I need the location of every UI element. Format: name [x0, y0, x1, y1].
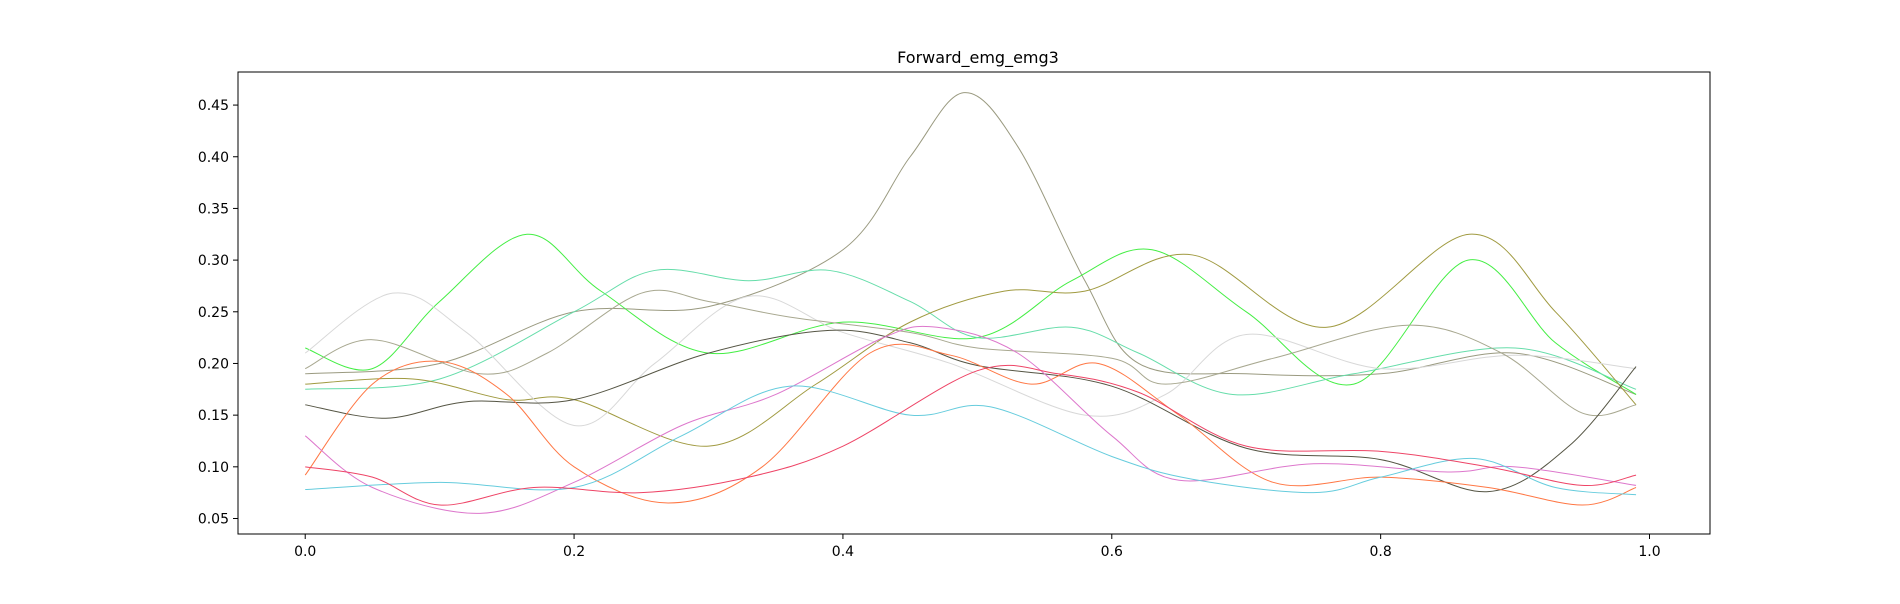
- y-tick-label: 0.15: [198, 408, 229, 424]
- series-line-2: [305, 233, 1637, 395]
- chart-title: Forward_emg_emg3: [897, 48, 1059, 68]
- x-tick-label: 0.0: [294, 544, 316, 560]
- y-tick-label: 0.05: [198, 511, 229, 527]
- series-line-7: [305, 329, 1637, 493]
- series-line-1: [305, 92, 1637, 395]
- x-tick-label: 1.0: [1638, 544, 1660, 560]
- y-tick-label: 0.10: [198, 460, 229, 476]
- y-tick-label: 0.35: [198, 201, 229, 217]
- series-line-4: [305, 233, 1637, 447]
- series-line-3: [305, 268, 1637, 396]
- x-tick-label: 0.2: [563, 544, 585, 560]
- y-tick-label: 0.40: [198, 150, 229, 166]
- series-line-10: [305, 385, 1637, 496]
- x-tick-label: 0.8: [1370, 544, 1392, 560]
- series-layer: [304, 92, 1637, 514]
- y-tick-label: 0.25: [198, 305, 229, 321]
- x-tick-label: 0.6: [1101, 544, 1123, 560]
- series-line-8: [304, 343, 1637, 506]
- y-tick-label: 0.30: [198, 253, 229, 269]
- plot-frame: [237, 71, 1711, 535]
- x-axis: 0.0 0.2 0.4 0.6 0.8 1.0: [294, 534, 1661, 560]
- series-line-9: [304, 325, 1637, 514]
- y-tick-label: 0.20: [198, 356, 229, 372]
- y-axis: 0.05 0.10 0.15 0.20 0.25 0.30 0.35 0.40 0.45: [198, 98, 238, 527]
- series-line-6: [305, 289, 1637, 417]
- series-line-11: [305, 364, 1637, 506]
- y-tick-label: 0.45: [198, 98, 229, 114]
- series-line-5: [304, 292, 1637, 427]
- x-tick-label: 0.4: [832, 544, 854, 560]
